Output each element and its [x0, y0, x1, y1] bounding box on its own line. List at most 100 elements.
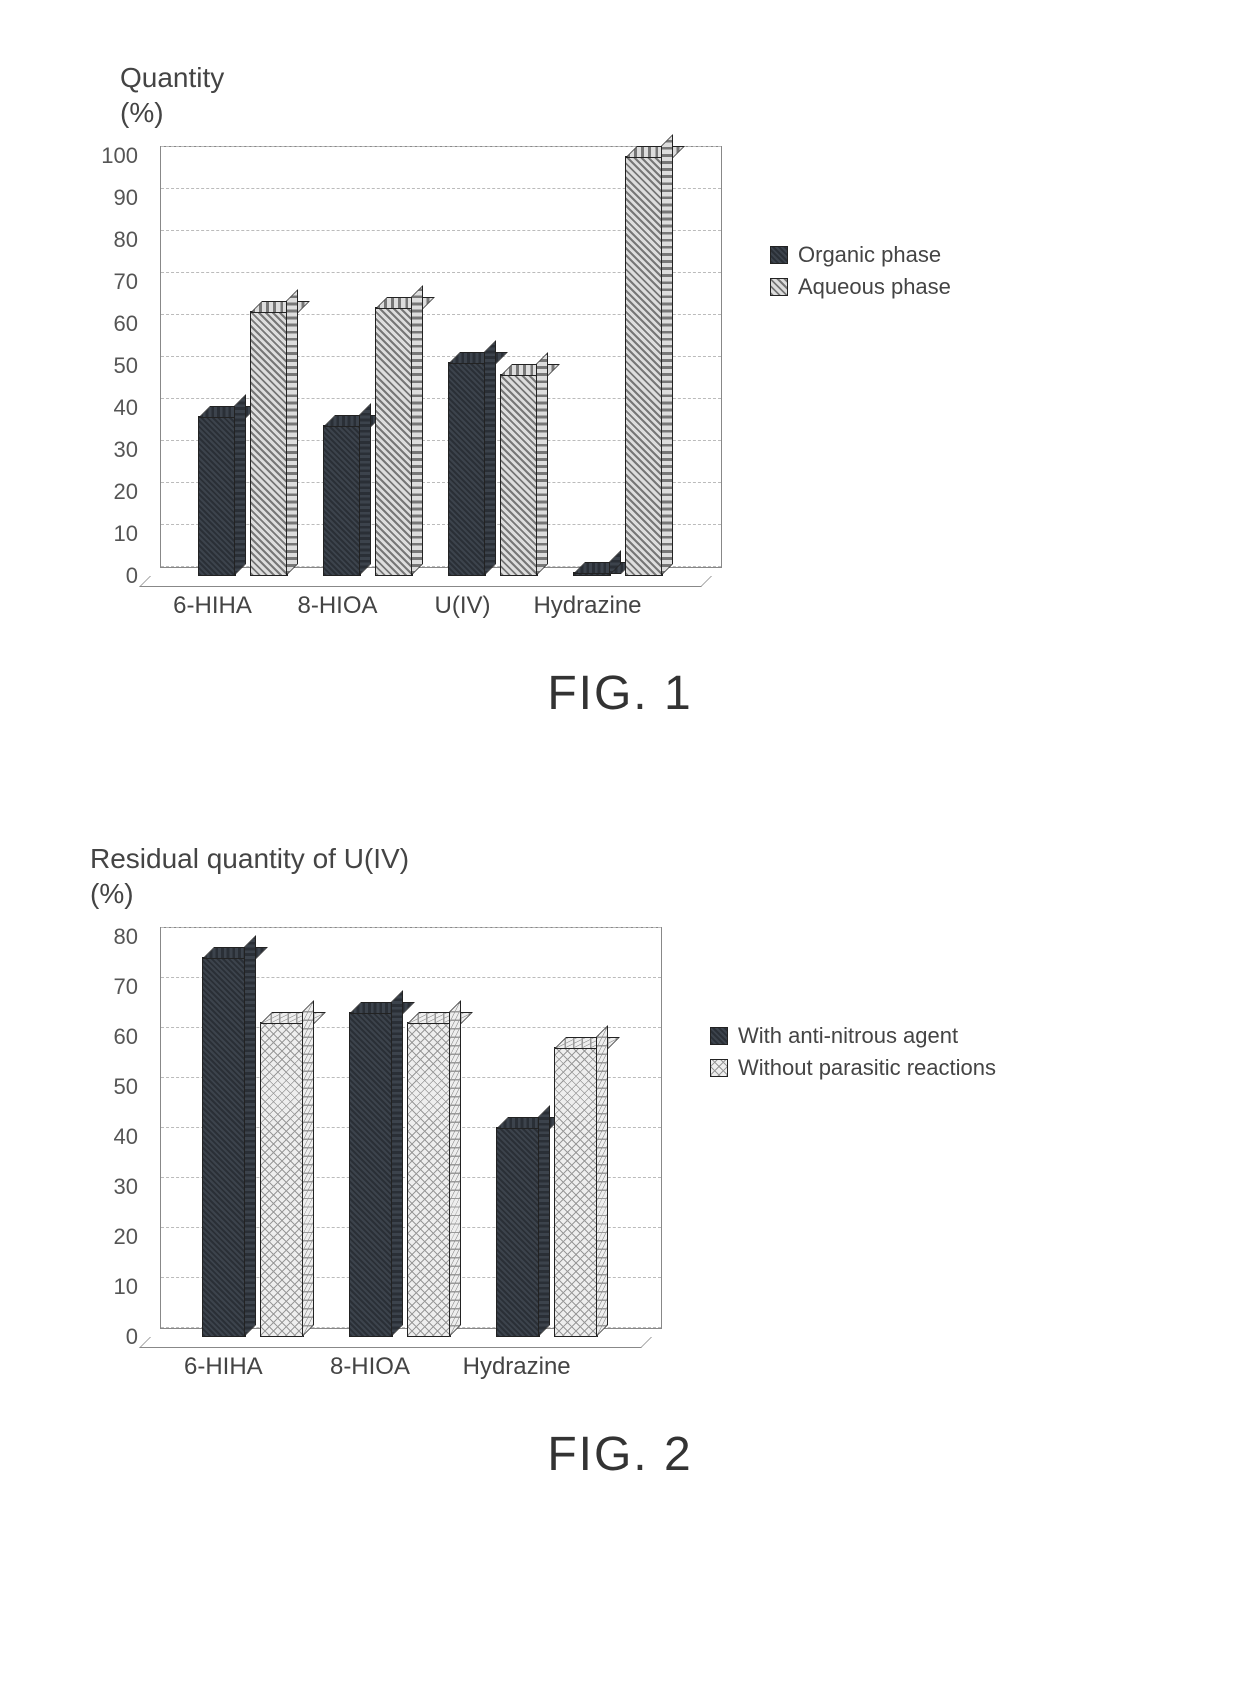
fig1-bar-top [500, 364, 560, 376]
fig2-ytick: 10 [80, 1274, 138, 1300]
fig2-legend-label: With anti-nitrous agent [738, 1023, 958, 1049]
fig2-bar [260, 1022, 304, 1337]
fig1-bar [375, 307, 413, 576]
fig1-bar-top [448, 352, 508, 364]
fig2-y-title: Residual quantity of U(IV) (%) [90, 841, 1160, 911]
fig2-ytick: 30 [80, 1174, 138, 1200]
fig1-bar [500, 374, 538, 576]
fig2-ytick: 40 [80, 1124, 138, 1150]
fig1-bar-side [411, 285, 423, 576]
fig2-ytick: 60 [80, 1024, 138, 1050]
fig2-ytick: 80 [80, 924, 138, 950]
fig1-xlabels: 6-HIHA8-HIOAU(IV)Hydrazine [150, 592, 710, 620]
fig2-bar-top [202, 947, 268, 959]
fig2-bar [496, 1127, 540, 1337]
fig1-caption: FIG. 1 [80, 666, 1160, 721]
fig2-xlabels: 6-HIHA8-HIOAHydrazine [150, 1353, 650, 1381]
fig2-bar-face [202, 957, 246, 1337]
fig2-bar-face [496, 1127, 540, 1337]
fig2-bar-side [244, 935, 256, 1337]
fig2-ytick: 20 [80, 1224, 138, 1250]
fig1-bar-top [250, 301, 310, 313]
fig1-bar [250, 311, 288, 576]
fig2-legend: With anti-nitrous agent Without parasitic… [710, 1017, 996, 1087]
fig1-bar-side [359, 403, 371, 576]
fig2-bar-top [496, 1117, 562, 1129]
fig2-chart: 0 10 20 30 40 50 60 70 80 6-HIHA8-HIOAHydrazine [80, 917, 670, 1397]
fig1-bar-top [625, 146, 685, 158]
fig1-bar [198, 416, 236, 576]
fig1-bar-face [375, 307, 413, 576]
fig1-bar-top [323, 415, 383, 427]
fig1-ytick: 50 [80, 353, 138, 379]
fig2-xlabel: 6-HIHA [150, 1353, 297, 1381]
fig2-bar-top [349, 1002, 415, 1014]
fig1-bar [323, 425, 361, 576]
fig2-xlabel: 8-HIOA [297, 1353, 444, 1381]
fig2-legend-label: Without parasitic reactions [738, 1055, 996, 1081]
fig1-legend: Organic phase Aqueous phase [770, 236, 951, 306]
fig1-ytick: 0 [80, 563, 138, 589]
fig2-xlabel: Hydrazine [443, 1353, 590, 1381]
fig1-bar-top [375, 297, 435, 309]
fig2-bar-top [260, 1012, 326, 1024]
fig1-legend-item: Aqueous phase [770, 274, 951, 300]
fig1-xlabel: Hydrazine [525, 592, 650, 620]
fig1-legend-label: Aqueous phase [798, 274, 951, 300]
fig2-ytick: 0 [80, 1324, 138, 1350]
fig2-bar-side [391, 990, 403, 1337]
fig1-bar-face [625, 156, 663, 576]
fig2-legend-item: With anti-nitrous agent [710, 1023, 996, 1049]
fig1-bar-side [234, 394, 246, 576]
fig2-bar-face [554, 1047, 598, 1337]
fig1-ytick: 60 [80, 311, 138, 337]
fig1-bar-side [484, 340, 496, 576]
fig1-bar [625, 156, 663, 576]
fig2-gridline [161, 927, 661, 928]
fig2-bars [150, 937, 650, 1337]
fig1-legend-item: Organic phase [770, 242, 951, 268]
fig2-bar-top [407, 1012, 473, 1024]
fig1-legend-swatch [770, 278, 788, 296]
fig2-bar-side [302, 1000, 314, 1337]
fig2-bar-side [596, 1025, 608, 1337]
fig1-ytick: 10 [80, 521, 138, 547]
fig2-ytick: 50 [80, 1074, 138, 1100]
fig1-bar-side [661, 134, 673, 576]
fig1-bar-face [198, 416, 236, 576]
fig2-legend-item: Without parasitic reactions [710, 1055, 996, 1081]
fig1-bar-top [198, 406, 258, 418]
fig2-legend-swatch [710, 1059, 728, 1077]
fig1-bar-side [286, 289, 298, 576]
fig2-bar-side [538, 1105, 550, 1337]
fig1-ytick: 40 [80, 395, 138, 421]
fig2-bar [349, 1012, 393, 1337]
fig1-bar-face [448, 362, 486, 576]
fig2-bar [202, 957, 246, 1337]
fig1-bar-top [573, 562, 633, 574]
fig2-bar [407, 1022, 451, 1337]
page: Quantity (%) 01020304050607080901006-HIH… [0, 0, 1240, 1698]
fig2-caption: FIG. 2 [80, 1427, 1160, 1482]
fig1-bar-face [500, 374, 538, 576]
fig1-xlabel: 8-HIOA [275, 592, 400, 620]
fig1-bar-face [250, 311, 288, 576]
fig2-bar [554, 1047, 598, 1337]
fig1-chart: 01020304050607080901006-HIHA8-HIOAU(IV)H… [80, 136, 730, 636]
fig1-bars [150, 156, 710, 576]
fig1-xlabel: U(IV) [400, 592, 525, 620]
fig1-ytick: 90 [80, 185, 138, 211]
fig1-bar [448, 362, 486, 576]
fig1-row: 01020304050607080901006-HIHA8-HIOAU(IV)H… [80, 136, 1160, 636]
fig1-xlabel: 6-HIHA [150, 592, 275, 620]
fig1-bar-side [536, 352, 548, 576]
fig1-ytick: 20 [80, 479, 138, 505]
fig1-floor [139, 576, 712, 587]
fig1-y-title: Quantity (%) [120, 60, 1160, 130]
fig2-bar-face [407, 1022, 451, 1337]
fig1-legend-swatch [770, 246, 788, 264]
fig2-bar-side [449, 1000, 461, 1337]
fig2-ytick: 70 [80, 974, 138, 1000]
fig1-ytick: 80 [80, 227, 138, 253]
fig1-legend-label: Organic phase [798, 242, 941, 268]
